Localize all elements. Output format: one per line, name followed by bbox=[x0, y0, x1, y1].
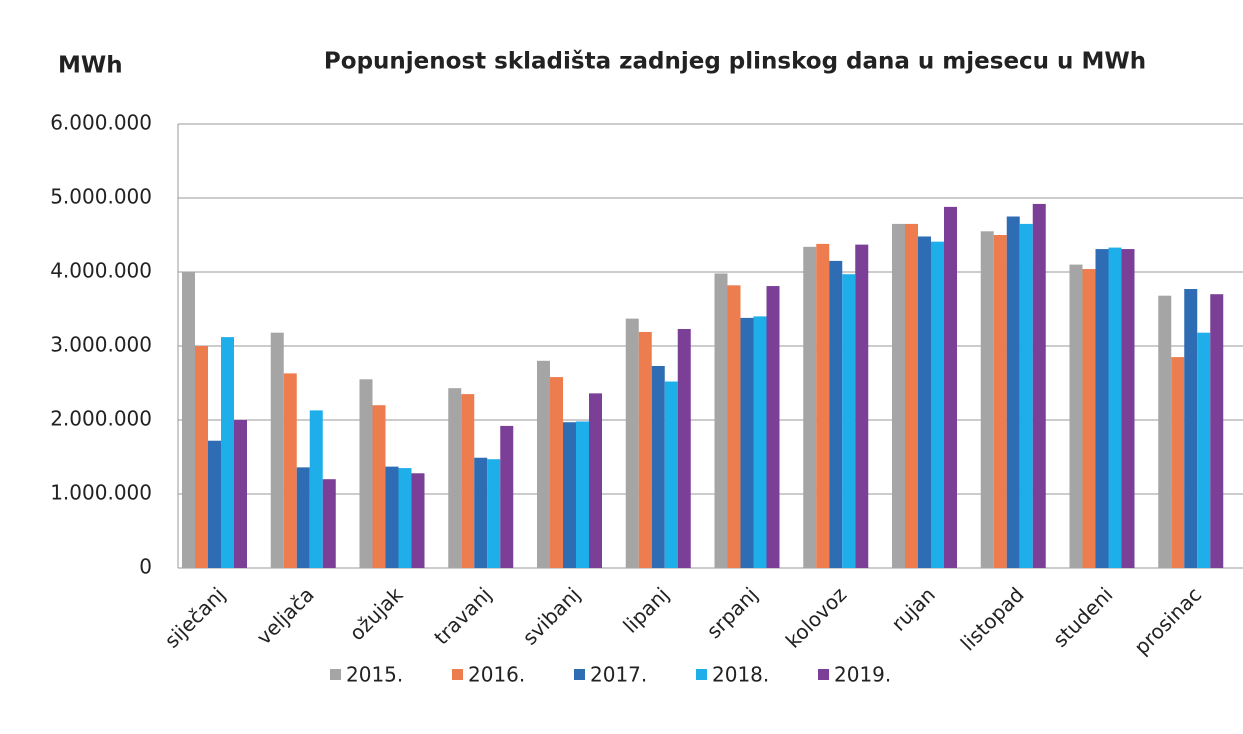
bar bbox=[944, 206, 957, 568]
bar bbox=[1006, 216, 1020, 568]
bar bbox=[1197, 332, 1211, 568]
x-tick-label: lipanj bbox=[618, 582, 673, 637]
bar bbox=[1121, 249, 1135, 568]
bar bbox=[385, 466, 399, 568]
y-tick-label: 6.000.000 bbox=[50, 111, 152, 135]
legend-label: 2019. bbox=[834, 663, 891, 687]
x-tick-label: siječanj bbox=[160, 582, 230, 652]
bar bbox=[576, 421, 589, 568]
bar bbox=[993, 235, 1007, 568]
bar bbox=[625, 318, 639, 568]
bar bbox=[803, 246, 817, 568]
bar bbox=[283, 373, 297, 568]
bar bbox=[359, 379, 373, 568]
x-tick-label: listopad bbox=[956, 582, 1029, 655]
legend-label: 2016. bbox=[468, 663, 525, 687]
bar bbox=[411, 473, 425, 568]
bar bbox=[448, 388, 462, 568]
legend-swatch bbox=[574, 669, 585, 680]
y-tick-label: 5.000.000 bbox=[50, 185, 152, 209]
bar bbox=[296, 467, 310, 568]
y-axis-label: MWh bbox=[58, 53, 123, 79]
bar bbox=[1158, 295, 1172, 568]
bar bbox=[550, 377, 563, 568]
bar bbox=[221, 337, 234, 568]
bar bbox=[1171, 357, 1185, 568]
bar bbox=[980, 231, 994, 569]
x-tick-label: srpanj bbox=[702, 582, 763, 643]
bar bbox=[195, 346, 208, 568]
x-tick-label: rujan bbox=[887, 582, 940, 635]
bar bbox=[1210, 294, 1224, 568]
bar bbox=[905, 223, 918, 568]
bar bbox=[372, 405, 386, 568]
x-tick-label: prosinac bbox=[1129, 582, 1206, 659]
chart-title: Popunjenost skladišta zadnjeg plinskog d… bbox=[324, 49, 1146, 75]
legend-label: 2015. bbox=[346, 663, 403, 687]
bar bbox=[500, 425, 514, 568]
y-tick-label: 0 bbox=[139, 555, 152, 579]
x-tick-label: studeni bbox=[1048, 582, 1117, 651]
x-tick-label: travanj bbox=[429, 582, 496, 649]
bar bbox=[322, 479, 336, 568]
y-tick-label: 1.000.000 bbox=[50, 481, 152, 505]
bar bbox=[1069, 264, 1083, 568]
bar bbox=[638, 331, 652, 568]
bar bbox=[842, 274, 856, 568]
bar bbox=[1108, 247, 1122, 568]
legend-swatch bbox=[696, 669, 707, 680]
bar bbox=[918, 236, 931, 569]
x-tick-label: kolovoz bbox=[781, 582, 851, 652]
y-tick-label: 4.000.000 bbox=[50, 259, 152, 283]
bar bbox=[1082, 269, 1096, 568]
bar bbox=[309, 410, 323, 568]
bar bbox=[753, 316, 767, 568]
bar bbox=[740, 317, 754, 568]
bar bbox=[651, 365, 665, 568]
bar bbox=[892, 223, 905, 568]
bar bbox=[234, 420, 247, 568]
bar bbox=[816, 243, 830, 568]
bar bbox=[208, 440, 221, 568]
bar bbox=[182, 272, 195, 568]
bar bbox=[727, 285, 741, 568]
x-tick-label: svibanj bbox=[518, 582, 585, 649]
bar bbox=[589, 393, 602, 568]
bar bbox=[270, 332, 284, 568]
bar bbox=[664, 381, 678, 568]
legend-swatch bbox=[452, 669, 463, 680]
bar bbox=[931, 241, 944, 568]
legend-swatch bbox=[330, 669, 341, 680]
bar bbox=[677, 328, 691, 568]
bar bbox=[474, 457, 488, 568]
x-tick-label: ožujak bbox=[345, 582, 408, 645]
bar bbox=[1184, 289, 1198, 568]
bar bbox=[537, 360, 550, 568]
x-tick-label: veljača bbox=[252, 582, 319, 649]
bar bbox=[714, 273, 728, 568]
y-tick-label: 2.000.000 bbox=[50, 407, 152, 431]
legend-label: 2018. bbox=[712, 663, 769, 687]
bar bbox=[1019, 223, 1033, 568]
bar bbox=[487, 459, 501, 568]
bar bbox=[766, 286, 780, 568]
bar bbox=[855, 244, 869, 568]
bar bbox=[1095, 249, 1109, 568]
y-tick-label: 3.000.000 bbox=[50, 333, 152, 357]
bar bbox=[1032, 203, 1046, 569]
bar bbox=[461, 394, 475, 568]
bar bbox=[563, 422, 576, 568]
legend-swatch bbox=[818, 669, 829, 680]
bar bbox=[398, 468, 412, 568]
bar bbox=[829, 260, 843, 568]
legend-label: 2017. bbox=[590, 663, 647, 687]
